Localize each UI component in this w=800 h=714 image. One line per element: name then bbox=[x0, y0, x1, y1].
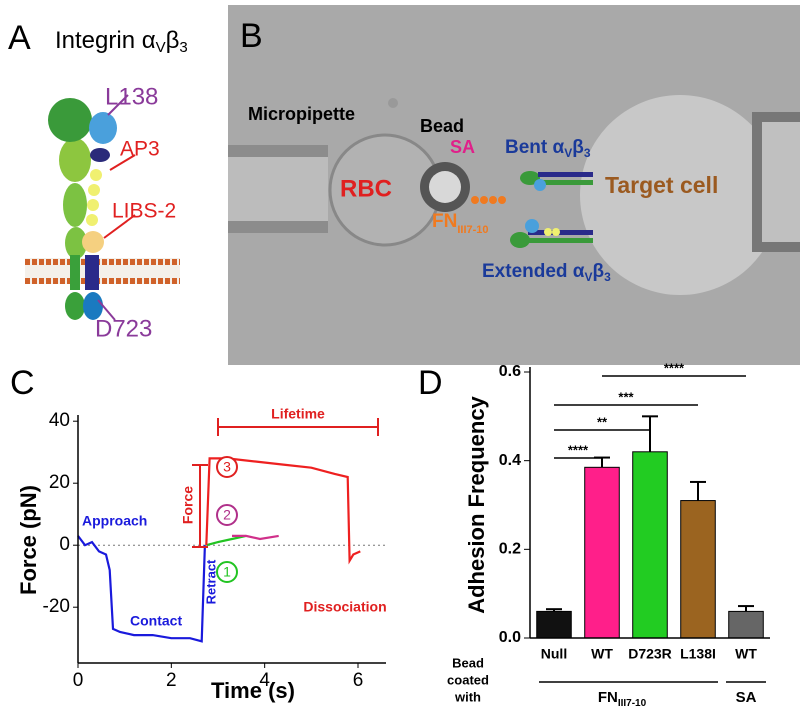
label: Bent αVβ3 bbox=[505, 137, 591, 160]
circle-label: 2 bbox=[223, 507, 231, 523]
significance-label: **** bbox=[664, 360, 685, 375]
circle-marker bbox=[216, 504, 238, 526]
group-title: with bbox=[454, 689, 481, 704]
title-sub: 3 bbox=[179, 39, 187, 56]
part: FN bbox=[432, 211, 457, 232]
part: β bbox=[572, 137, 584, 158]
x-tick-label: 0 bbox=[73, 670, 84, 691]
panel-letter: B bbox=[240, 17, 263, 55]
label: Micropipette bbox=[248, 104, 355, 124]
significance-label: ** bbox=[597, 414, 608, 429]
x-tick-label: WT bbox=[591, 646, 613, 662]
annotation: Force bbox=[180, 486, 196, 524]
y-tick-label: 0 bbox=[59, 534, 70, 555]
y-tick-label: -20 bbox=[43, 596, 70, 617]
y-tick-label: 40 bbox=[49, 410, 70, 431]
sub: 3 bbox=[604, 270, 611, 284]
panel-letter: D bbox=[418, 364, 443, 402]
annotation: Lifetime bbox=[271, 406, 325, 422]
panel-d: D Null WT D723R L138I WT 0.0 0.2 0.4 0.6 Adhesion … bbox=[418, 360, 770, 709]
y-axis-label: Adhesion Frequency bbox=[464, 395, 489, 613]
circle-marker bbox=[216, 456, 238, 478]
y-tick-label: 20 bbox=[49, 472, 70, 493]
label-libs2: LIBS-2 bbox=[112, 200, 176, 223]
circle-marker bbox=[216, 561, 238, 583]
group-title: coated bbox=[447, 672, 489, 687]
x-tick-label: WT bbox=[735, 646, 757, 662]
group-label: FNIII7-10 bbox=[598, 689, 647, 709]
label: FNIII7-10 bbox=[432, 211, 489, 236]
panel-c: C -20 0 20 40 0 2 4 6 Time (s) Force (pN) Approach C… bbox=[10, 364, 387, 703]
bar bbox=[728, 610, 764, 639]
title-part: β bbox=[166, 27, 180, 54]
x-tick-label: 2 bbox=[166, 670, 177, 691]
integrin-diagram bbox=[25, 94, 180, 321]
bar bbox=[680, 500, 716, 639]
bar bbox=[632, 451, 668, 639]
label: Extended αVβ3 bbox=[482, 261, 611, 284]
bar bbox=[536, 610, 572, 639]
circle-label: 3 bbox=[223, 459, 231, 475]
sub: V bbox=[584, 270, 592, 284]
x-tick-label: Null bbox=[541, 646, 567, 662]
significance-label: *** bbox=[618, 389, 634, 404]
sub: 3 bbox=[584, 146, 591, 160]
annotation: Contact bbox=[130, 613, 182, 629]
sub: V bbox=[564, 146, 572, 160]
label: Bead bbox=[420, 116, 464, 136]
x-tick-label: D723R bbox=[628, 646, 672, 662]
label: Target cell bbox=[605, 172, 718, 198]
x-tick-label: 6 bbox=[353, 670, 364, 691]
y-tick-label: 0.0 bbox=[499, 629, 521, 646]
sub: III7-10 bbox=[618, 698, 647, 709]
annotation: Dissociation bbox=[303, 599, 386, 615]
part: Bent α bbox=[505, 137, 565, 158]
part: β bbox=[593, 261, 605, 282]
x-tick-label: L138I bbox=[680, 646, 716, 662]
force-trace bbox=[232, 534, 279, 541]
panel-letter: A bbox=[8, 19, 31, 57]
y-axis-label: Force (pN) bbox=[16, 485, 41, 595]
panel-letter: C bbox=[10, 364, 35, 402]
label-d723: D723 bbox=[95, 315, 152, 342]
force-trace bbox=[77, 535, 206, 643]
label-l138: L138 bbox=[105, 83, 158, 110]
x-axis-label: Time (s) bbox=[211, 678, 295, 703]
y-tick-label: 0.4 bbox=[499, 452, 521, 469]
force-trace bbox=[206, 534, 247, 547]
panel-title: Integrin αVβ3 bbox=[55, 27, 188, 56]
annotation: Approach bbox=[82, 513, 147, 529]
sub: III7-10 bbox=[457, 224, 488, 236]
micrograph bbox=[228, 5, 800, 365]
part: Extended α bbox=[482, 261, 585, 282]
y-tick-label: 0.2 bbox=[499, 541, 521, 558]
label: RBC bbox=[340, 175, 392, 202]
label: SA bbox=[450, 137, 475, 157]
group-title: Bead bbox=[452, 655, 484, 670]
x-tick-label: 4 bbox=[259, 670, 270, 691]
title-part: Integrin α bbox=[55, 27, 156, 54]
label-ap3: AP3 bbox=[120, 138, 160, 161]
title-sub: V bbox=[156, 39, 166, 56]
circle-label: 1 bbox=[223, 564, 231, 580]
y-tick-label: 0.6 bbox=[499, 363, 521, 380]
annotation: Retract bbox=[203, 559, 218, 604]
significance-label: **** bbox=[568, 442, 589, 457]
group-label: SA bbox=[736, 689, 757, 706]
part: FN bbox=[598, 689, 618, 706]
bar bbox=[584, 466, 620, 639]
